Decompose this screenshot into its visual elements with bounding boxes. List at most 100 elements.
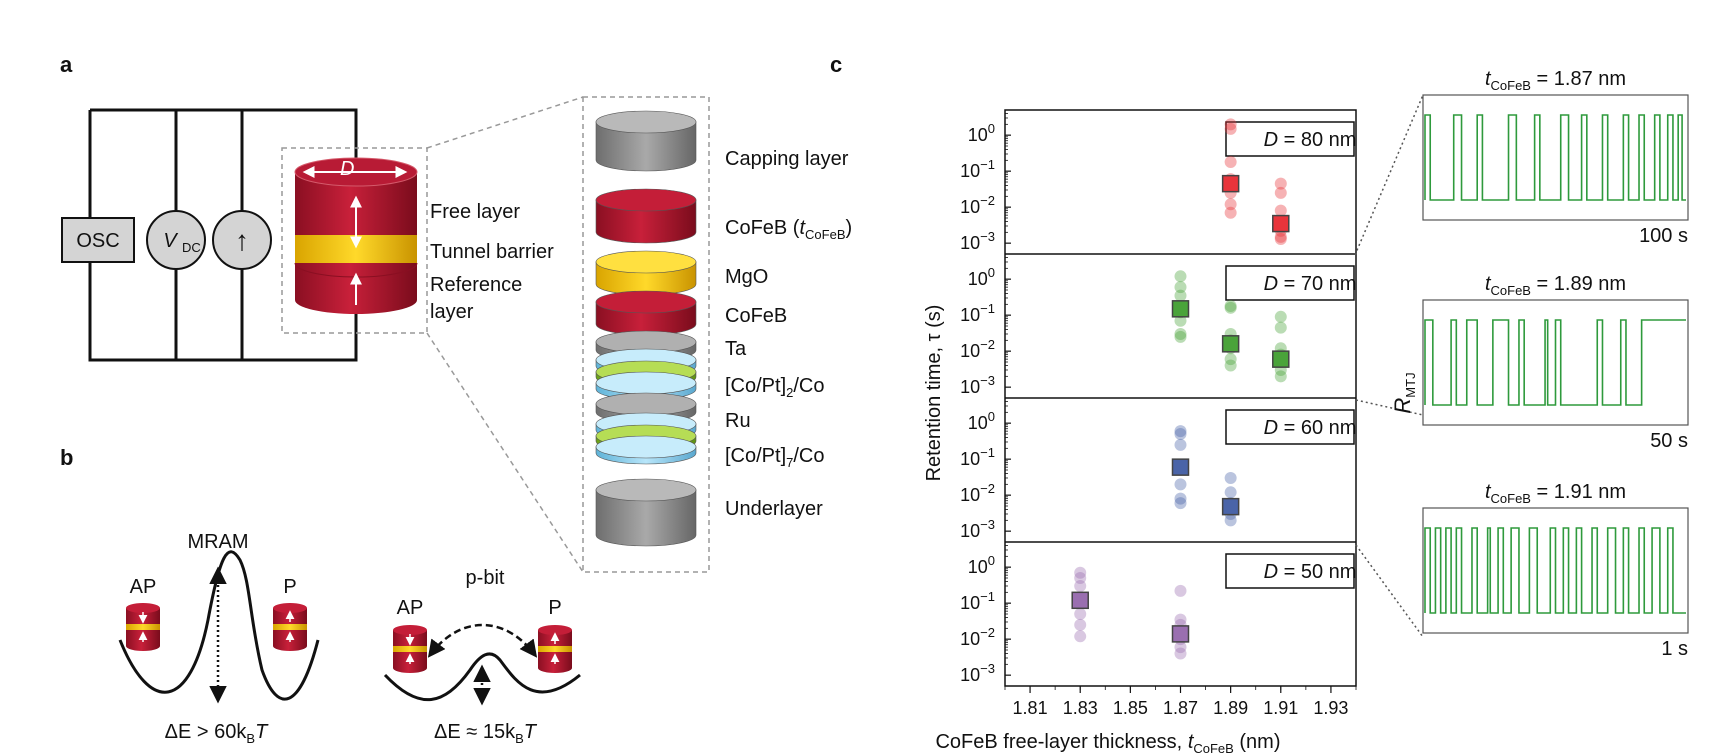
chart-data-point xyxy=(1274,204,1287,217)
mram-ap-mtj-barrier xyxy=(126,624,160,630)
chart-ytick-label: 10−3 xyxy=(960,661,995,685)
stack-cofeb-free-top xyxy=(595,188,697,212)
chart-data-point xyxy=(1274,186,1287,199)
trace-title: tCoFeB = 1.89 nm xyxy=(1485,273,1626,298)
mram-p-mtj-barrier xyxy=(273,624,307,630)
chart-ytick-label: 10−2 xyxy=(960,625,995,649)
stack-capping-top xyxy=(595,110,697,134)
chart-data-point xyxy=(1274,310,1287,323)
mram-p-mtj xyxy=(273,603,307,651)
chart-data-point xyxy=(1174,270,1187,283)
chart-panel-label-box xyxy=(1225,553,1355,589)
stack-cofeb-free xyxy=(595,188,697,244)
pbit-p-label: P xyxy=(548,597,561,619)
stack-co-4-top xyxy=(595,435,697,459)
panel-letter-a: a xyxy=(60,52,73,77)
stack-co-4 xyxy=(595,435,697,465)
stack-co-2-top xyxy=(595,371,697,395)
chart-panel-label-text: D = 80 nm xyxy=(1264,129,1357,151)
chart-xtick-label: 1.85 xyxy=(1113,698,1148,718)
chart-mean-marker xyxy=(1171,300,1190,318)
chart-data-point xyxy=(1074,630,1087,643)
label-reference-2: layer xyxy=(430,301,474,323)
chart-data-point xyxy=(1174,330,1187,343)
chart-xtick-label: 1.93 xyxy=(1313,698,1348,718)
chart-data-point xyxy=(1174,478,1187,491)
chart-data-point xyxy=(1174,492,1187,505)
stack-capping-side xyxy=(595,121,697,172)
vdc-source xyxy=(146,210,206,270)
mram-p-mtj-top xyxy=(273,603,307,613)
energy-landscape-mram xyxy=(118,550,320,704)
pbit-p-mtj-top xyxy=(538,625,572,635)
chart-data-point xyxy=(1174,497,1187,510)
circuit-top-wire xyxy=(90,108,358,166)
pbit-title: p-bit xyxy=(466,567,505,589)
chart-data-point xyxy=(1224,118,1237,131)
chart-ytick-label: 100 xyxy=(968,409,995,433)
chart-data-point xyxy=(1224,155,1237,168)
stack-label-copt7: [Co/Pt]7/Co xyxy=(725,445,825,470)
chart-data-point xyxy=(1174,281,1187,294)
chart-mean-marker xyxy=(1272,350,1290,368)
chart-mean-marker xyxy=(1071,591,1089,610)
chart-panel-label: D = 50 nm xyxy=(1225,553,1357,589)
chart-mean-marker xyxy=(1221,335,1240,353)
chart-panel-label-text: D = 70 nm xyxy=(1264,273,1357,295)
chart-mean-marker xyxy=(1272,214,1290,233)
trace-time-label: 100 s xyxy=(1639,225,1688,247)
chart-data-point xyxy=(1224,514,1237,527)
circuit: OSC V DC ↑ xyxy=(61,108,358,362)
chart-data-point xyxy=(1224,198,1237,211)
zoom-box xyxy=(281,147,428,334)
chart-data-point xyxy=(1074,572,1087,584)
chart-ytick-label: 10−3 xyxy=(960,517,995,541)
vdc-sub: DC xyxy=(182,240,201,255)
pbit-p-mtj xyxy=(538,625,572,673)
rmtj-trace-3: tCoFeB = 1.91 nm 1 s xyxy=(1422,481,1689,660)
chart-xtick-label: 1.87 xyxy=(1163,698,1198,718)
chart-data-point xyxy=(1274,177,1287,190)
mtj-pillar: D xyxy=(281,147,428,334)
chart-ytick-label: 100 xyxy=(968,265,995,289)
chart-data-point xyxy=(1074,579,1087,592)
chart-data-point xyxy=(1224,299,1237,312)
chart-data-point xyxy=(1174,584,1187,597)
mram-ap-mtj xyxy=(126,603,160,651)
chart-panel-label-text: D = 50 nm xyxy=(1264,561,1357,583)
chart-mean-marker xyxy=(1221,174,1240,193)
retention-chart: 100 10−1 10−2 10−3 D = 80 nm 100 10−1 10−2 10−3 D… xyxy=(960,109,1357,718)
chart-ytick-label: 100 xyxy=(968,553,995,577)
chart-ytick-label: 10−1 xyxy=(960,589,995,613)
chart-panel-label-box xyxy=(1225,121,1355,157)
stack-underlayer xyxy=(595,478,697,547)
chart-data-point xyxy=(1174,438,1187,451)
stack-ru-top xyxy=(595,392,697,416)
osc-label: OSC xyxy=(76,230,119,252)
chart-panel-label-box xyxy=(1225,409,1355,445)
pbit-ap-mtj-top xyxy=(393,625,427,635)
vdc-label: V xyxy=(163,230,178,252)
chart-data-point xyxy=(1224,206,1237,219)
stack-label-cofeb: CoFeB xyxy=(725,305,787,327)
chart-ytick-label: 10−2 xyxy=(960,337,995,361)
chart-data-point xyxy=(1224,486,1237,499)
pbit-ap-mtj xyxy=(393,625,427,673)
chart-ytick-label: 10−2 xyxy=(960,193,995,217)
chart-data-point xyxy=(1174,647,1187,660)
chart-data-point xyxy=(1174,641,1187,654)
osc-box xyxy=(61,217,135,263)
stack-label-mgo: MgO xyxy=(725,266,768,288)
mram-energy: ΔE > 60kBT xyxy=(165,721,269,746)
rmtj-trace-1: tCoFeB = 1.87 nm 100 s xyxy=(1422,68,1689,247)
stack-label-copt2: [Co/Pt]2/Co xyxy=(725,375,825,400)
chart-data-point xyxy=(1174,613,1187,626)
chart-data-point xyxy=(1074,608,1087,620)
panel-letter-c: c xyxy=(830,52,842,77)
chart-panel-label: D = 80 nm xyxy=(1225,121,1357,157)
mram-ap-label: AP xyxy=(130,576,157,598)
chart-ytick-label: 10−3 xyxy=(960,373,995,397)
chart-data-point xyxy=(1224,353,1237,366)
label-tunnel-barrier: Tunnel barrier xyxy=(430,241,554,263)
chart-data-point xyxy=(1074,566,1087,579)
